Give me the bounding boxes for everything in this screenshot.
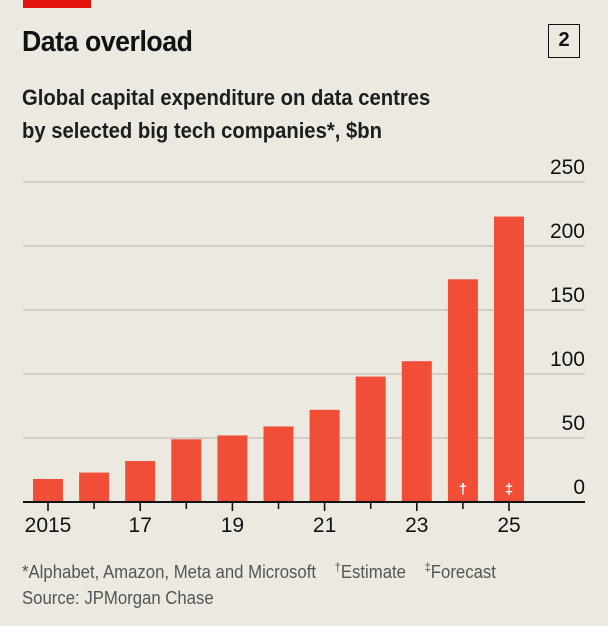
bar-2023: [401, 361, 432, 502]
bars: [33, 216, 524, 502]
x-tick-label-2017: 17: [129, 514, 152, 537]
x-tick-label-2015: 2015: [25, 514, 72, 537]
bar-marker-2025: ‡: [505, 481, 513, 498]
brand-red-tag: [23, 0, 91, 8]
x-tick-label-2023: 23: [405, 514, 428, 537]
gridlines: [23, 181, 585, 439]
bar-2025: [494, 216, 524, 502]
bar-2022: [355, 376, 386, 502]
bar-2020: [263, 426, 294, 502]
x-tick-label-2025: 25: [497, 514, 520, 537]
footnote: *Alphabet, Amazon, Meta and Microsoft †Es…: [22, 560, 496, 583]
bar-marker-2024: †: [459, 481, 467, 498]
y-tick-label-50: 50: [562, 412, 585, 435]
forecast-mark: ‡: [424, 560, 431, 574]
bar-2018: [171, 439, 202, 502]
footnote-companies: *Alphabet, Amazon, Meta and Microsoft: [22, 562, 317, 582]
y-tick-label-0: 0: [573, 476, 585, 499]
bar-2015: [33, 478, 63, 502]
estimate-mark: †: [334, 560, 341, 574]
x-tick-label-2019: 19: [221, 514, 244, 537]
y-tick-label-100: 100: [550, 348, 585, 371]
chart-subtitle: Global capital expenditure on data centr…: [22, 81, 430, 147]
x-axis-labels: 2015 17 19 21 23 25: [25, 514, 521, 537]
chart-number-badge: 2: [548, 24, 580, 58]
bar-2016: [79, 472, 110, 502]
bar-2017: [125, 461, 156, 502]
footnote-forecast: Forecast: [430, 562, 496, 582]
y-tick-label-250: 250: [550, 156, 585, 179]
x-tick-label-2021: 21: [313, 514, 336, 537]
y-tick-label-150: 150: [550, 284, 585, 307]
y-tick-label-200: 200: [550, 220, 585, 243]
y-axis-labels: 0 50 100 150 200 250: [550, 156, 585, 499]
bar-markers: † ‡: [459, 481, 513, 498]
bar-2024: [447, 279, 478, 502]
bar-2019: [217, 435, 248, 502]
chart-title: Data overload: [22, 26, 193, 58]
subtitle-line-2: by selected big tech companies*, $bn: [22, 118, 382, 143]
x-axis-ticks: [47, 502, 510, 511]
subtitle-line-1: Global capital expenditure on data centr…: [22, 85, 431, 110]
source-note: Source: JPMorgan Chase: [22, 588, 214, 608]
bar-2021: [309, 409, 340, 502]
footnote-estimate: Estimate: [340, 562, 406, 582]
